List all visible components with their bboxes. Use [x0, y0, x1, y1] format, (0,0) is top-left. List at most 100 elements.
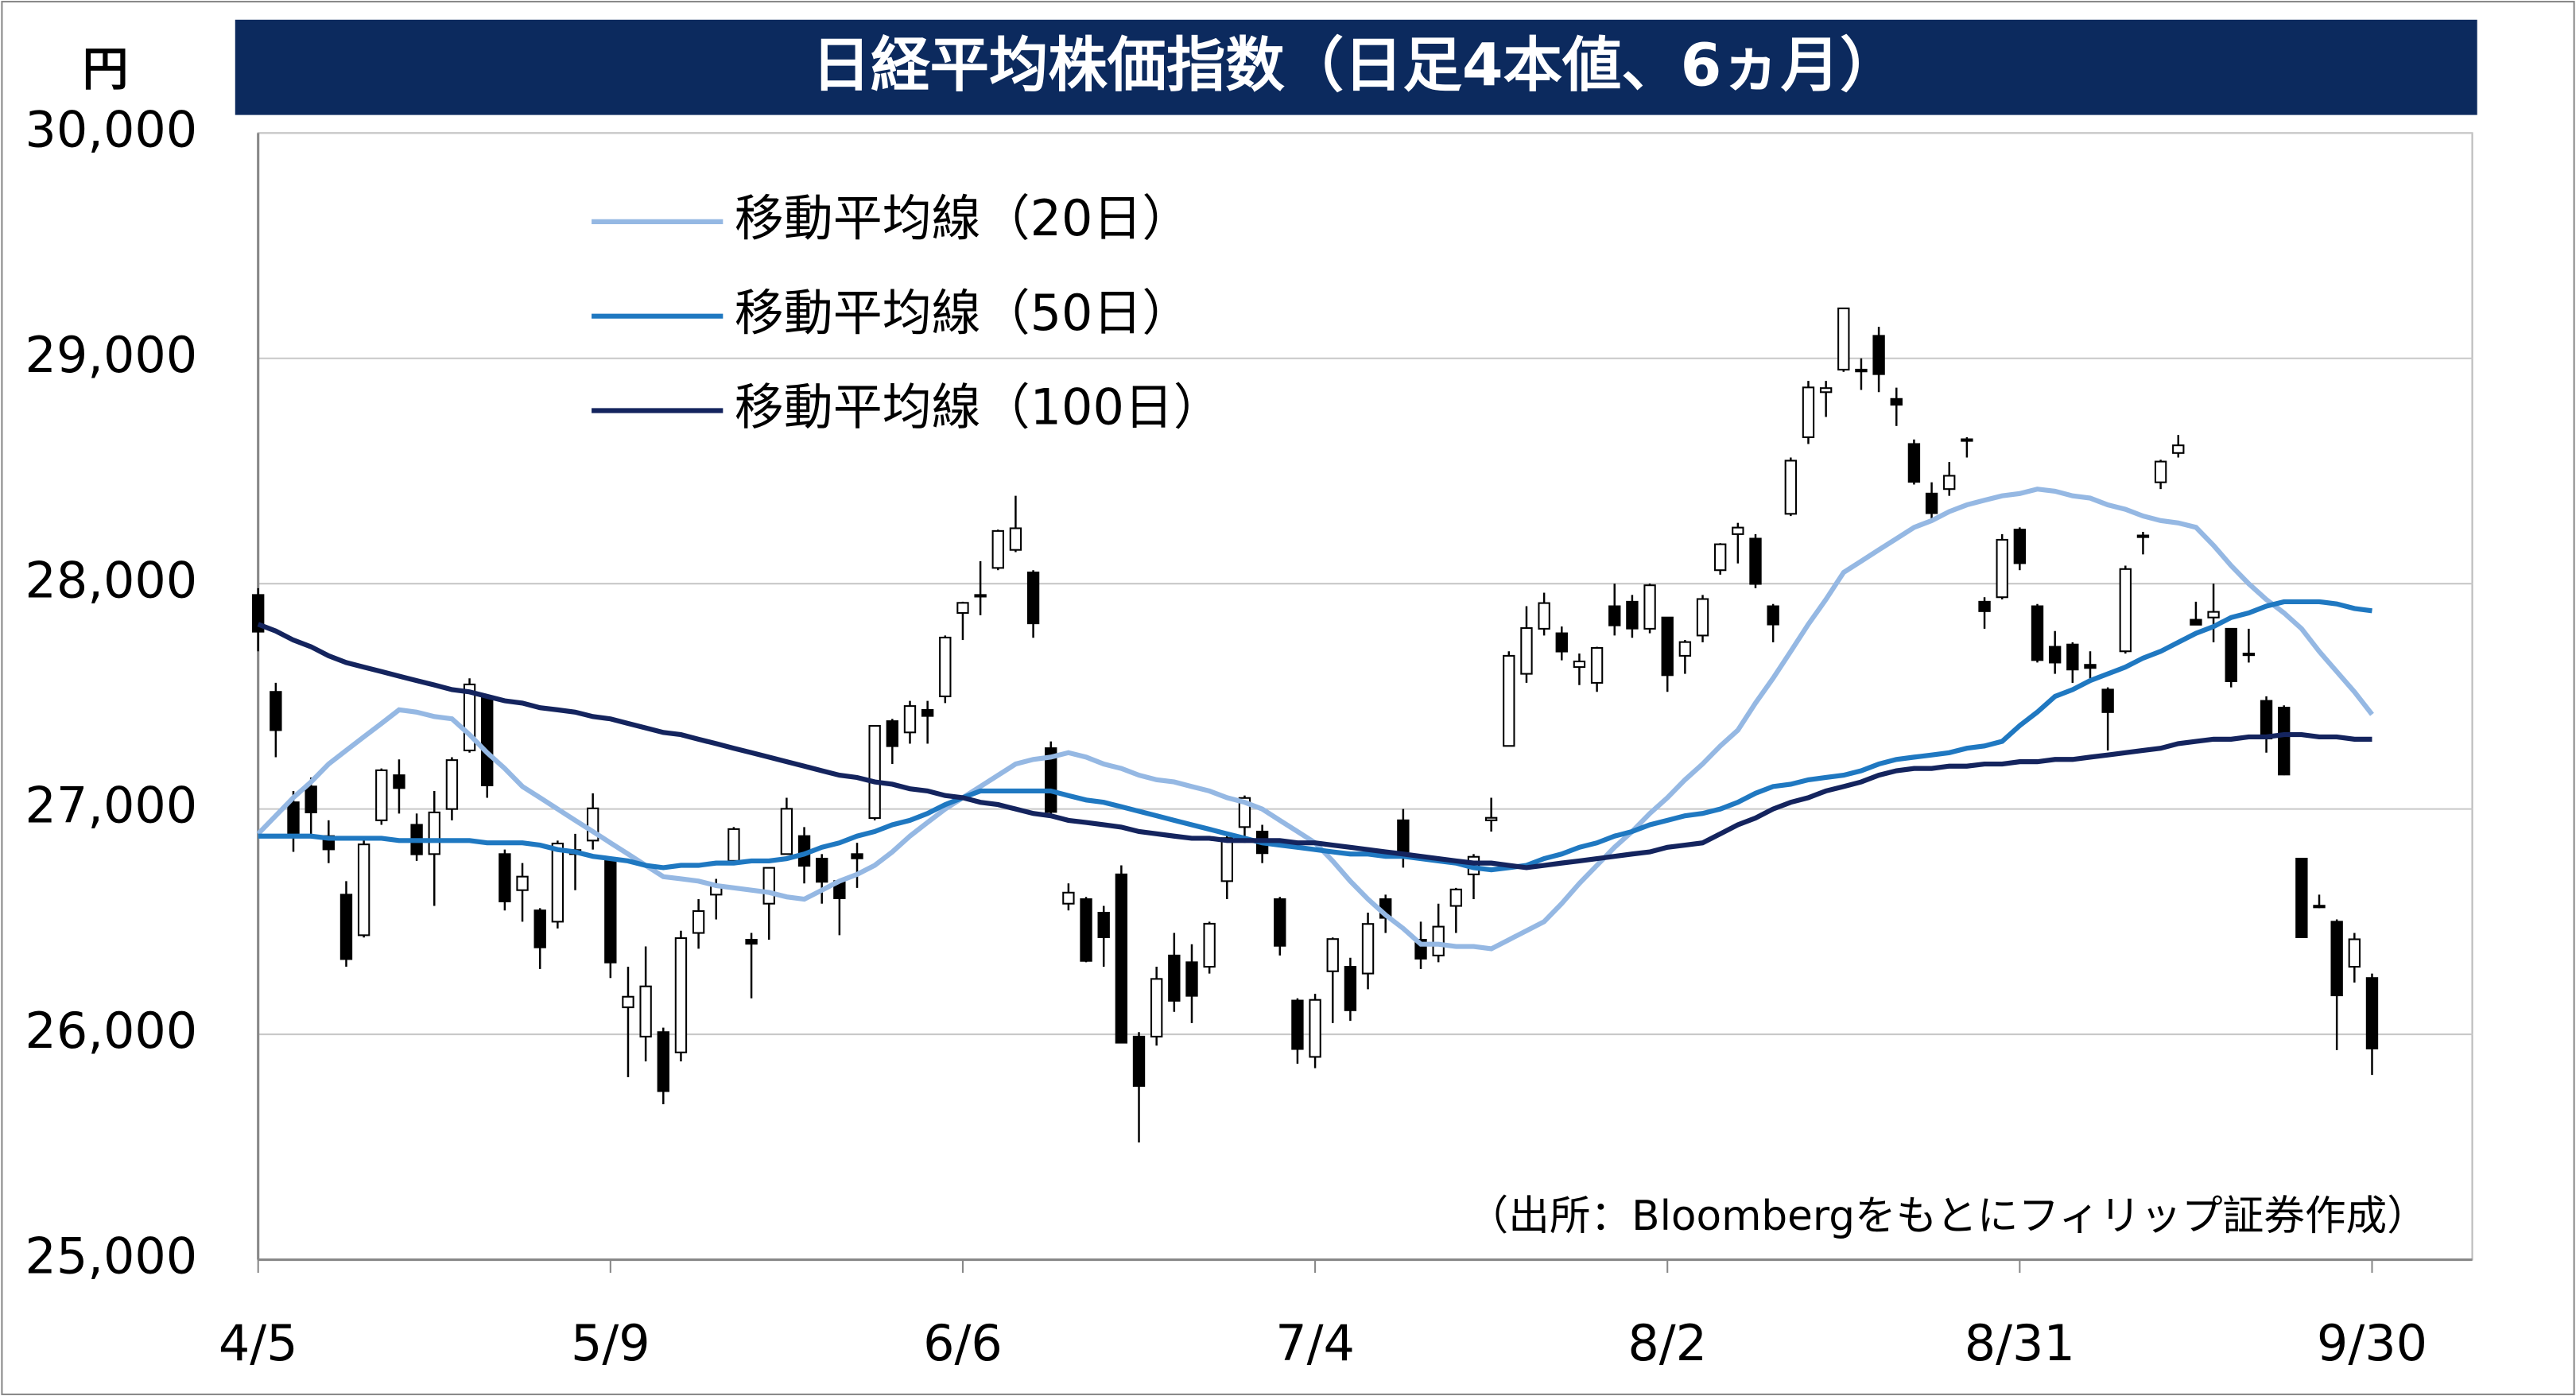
candle-body — [1432, 925, 1445, 956]
candle-body — [499, 853, 511, 902]
candle-body — [1009, 527, 1022, 551]
y-axis-label: 円 — [83, 42, 129, 96]
x-tick-label: 7/4 — [1275, 1314, 1355, 1372]
candle-body — [1608, 605, 1621, 626]
candle-body — [1573, 660, 1586, 669]
candle-body — [1661, 616, 1674, 677]
candle-body — [1538, 602, 1550, 630]
candle-body — [1484, 816, 1498, 821]
candle-body — [1203, 922, 1216, 968]
candle-body — [1026, 572, 1040, 625]
candle-body — [1590, 646, 1604, 684]
candle-body — [1732, 526, 1744, 535]
candle-body — [2242, 653, 2256, 657]
source-note: （出所：Bloombergをもとにフィリップ証券作成） — [1468, 1192, 2428, 1240]
candle-body — [2278, 707, 2291, 776]
candle-body — [1907, 443, 1921, 483]
candle-body — [1678, 641, 1692, 657]
candle-body — [1291, 999, 1304, 1050]
candle-body — [305, 785, 317, 813]
candle-body — [991, 529, 1004, 569]
x-tick-label: 4/5 — [219, 1314, 298, 1372]
legend-label: 移動平均線（50日） — [735, 284, 1192, 342]
moving-average-line — [258, 599, 2372, 873]
y-tick-label: 28,000 — [25, 551, 197, 609]
candle-body — [903, 705, 917, 734]
candle-body — [727, 828, 740, 862]
candle-body — [939, 636, 952, 697]
candle-body — [287, 801, 300, 836]
candle-body — [2365, 977, 2379, 1049]
candle-body — [2348, 938, 2361, 968]
candle-body — [445, 759, 459, 810]
candle-body — [639, 985, 652, 1037]
candle-body — [357, 843, 370, 936]
x-tick-label: 8/31 — [1965, 1314, 2075, 1372]
candle-body — [868, 725, 881, 820]
candle-body — [2066, 643, 2079, 671]
candle-body — [2154, 460, 2167, 483]
candle-body — [1150, 978, 1163, 1037]
candle-body — [2013, 529, 2027, 564]
candle-body — [1890, 397, 1903, 406]
candle-body — [375, 769, 388, 821]
legend-label: 移動平均線（100日） — [735, 378, 1223, 436]
candle-body — [1749, 537, 1762, 585]
candle-body — [252, 594, 265, 633]
candle-body — [428, 811, 440, 855]
candle-body — [745, 939, 758, 945]
candle-body — [1943, 475, 1956, 491]
candle-body — [1855, 368, 1868, 373]
y-tick-label: 30,000 — [25, 100, 197, 158]
candle-body — [2295, 857, 2308, 938]
candle-body — [2190, 619, 2202, 626]
candle-body — [1961, 438, 1973, 442]
candle-body — [516, 875, 529, 891]
candle-body — [657, 1031, 669, 1092]
x-tick-label: 5/9 — [571, 1314, 650, 1372]
candle-body — [1520, 627, 1533, 675]
candle-body — [533, 909, 546, 948]
x-tick-label: 9/30 — [2317, 1314, 2427, 1372]
candle-body — [2313, 905, 2326, 909]
candle-body — [921, 708, 934, 717]
candle-body — [270, 691, 282, 731]
candle-body — [1045, 747, 1057, 813]
candle-body — [1449, 888, 1463, 907]
candle-body — [1080, 898, 1092, 962]
candle-body — [1643, 584, 1656, 630]
candle-body — [2330, 921, 2343, 997]
candle-body — [1802, 386, 1815, 439]
candle-body — [2101, 688, 2114, 713]
legend-label: 移動平均線（20日） — [735, 189, 1192, 247]
candle-body — [1503, 654, 1515, 747]
candle-body — [956, 602, 969, 615]
candle-body — [1837, 307, 1850, 370]
candle-body — [2260, 700, 2273, 739]
candle-body — [886, 720, 899, 747]
candle-body — [1978, 600, 1991, 612]
candle-body — [393, 774, 405, 789]
title-bar — [235, 19, 2477, 115]
candle-body — [1097, 912, 1110, 938]
candle-body — [1996, 538, 2008, 599]
candle-body — [1784, 460, 1797, 515]
x-tick-label: 8/2 — [1627, 1314, 1707, 1372]
moving-average-line — [257, 622, 2372, 871]
candle-body — [851, 853, 863, 859]
candle-body — [692, 910, 705, 934]
candle-body — [1872, 335, 1885, 375]
candle-body — [551, 842, 564, 923]
candle-body — [1925, 492, 1938, 514]
candle-body — [1344, 966, 1357, 1011]
candle-body — [1185, 961, 1198, 997]
y-tick-label: 29,000 — [25, 326, 197, 384]
candle-body — [1062, 891, 1075, 905]
chart-title: 日経平均株価指数（日足4本値、6ヵ月） — [812, 30, 1899, 99]
candle-body — [2136, 534, 2150, 538]
candle-body — [622, 995, 634, 1009]
candle-body — [2225, 627, 2237, 682]
candle-body — [1626, 600, 1639, 630]
